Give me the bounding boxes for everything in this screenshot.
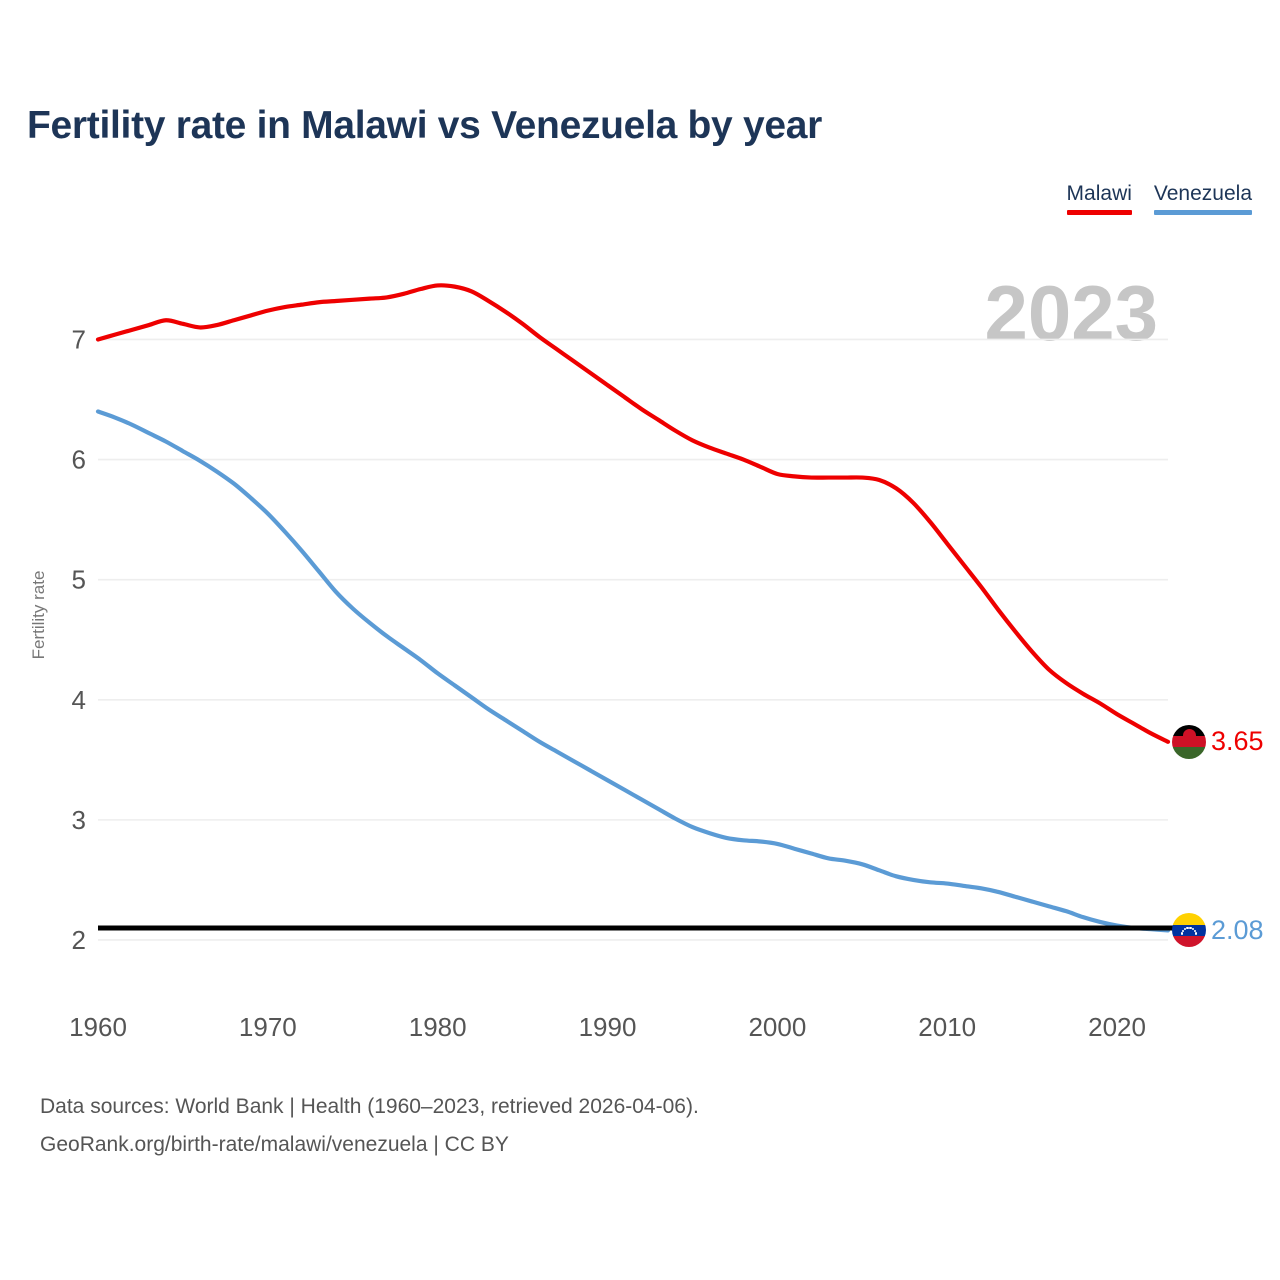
- flag-band-yellow: [1172, 913, 1206, 925]
- star-icon: [1181, 929, 1185, 933]
- endpoint-label-malawi: 3.65: [1172, 724, 1264, 759]
- footer-line-sources: Data sources: World Bank | Health (1960–…: [40, 1095, 699, 1118]
- rising-sun-icon: [1182, 729, 1196, 736]
- y-axis-tick-label: 7: [72, 324, 86, 354]
- footer-line-url: GeoRank.org/birth-rate/malawi/venezuela …: [40, 1133, 509, 1156]
- y-axis-tick-label: 3: [72, 805, 86, 835]
- legend-color-swatch-venezuela: [1153, 210, 1252, 215]
- page-title: Fertility rate in Malawi vs Venezuela by…: [27, 104, 823, 147]
- venezuela-flag-icon: [1172, 913, 1206, 948]
- star-icon: [1193, 929, 1197, 933]
- star-icon: [1194, 932, 1198, 935]
- endpoint-label-venezuela: 2.08: [1172, 913, 1264, 948]
- x-axis-tick-labels: 1960 1970 1980 1990 2000 2010 2020: [69, 1012, 1146, 1042]
- legend-label-malawi: Malawi: [1066, 182, 1132, 205]
- x-axis-tick-label: 2010: [918, 1012, 976, 1042]
- legend-color-swatch-malawi: [1066, 210, 1132, 215]
- star-arc-icon: [1172, 913, 1206, 947]
- series-line-venezuela: [95, 409, 1171, 933]
- legend-item-venezuela[interactable]: Venezuela: [1153, 182, 1252, 215]
- malawi-flag-icon: [1172, 724, 1206, 759]
- star-icon: [1189, 926, 1192, 930]
- x-axis-tick-label: 1990: [579, 1012, 637, 1042]
- x-axis-tick-label: 1960: [69, 1012, 127, 1042]
- star-icon: [1191, 927, 1195, 931]
- y-axis-title: Fertility rate: [29, 571, 48, 660]
- footer-attribution: Data sources: World Bank | Health (1960–…: [40, 1088, 699, 1164]
- endpoint-value-venezuela: 2.08: [1211, 914, 1264, 945]
- series-line-malawi: [95, 283, 1171, 744]
- legend-label-venezuela: Venezuela: [1153, 182, 1252, 205]
- flag-band-blue: [1172, 924, 1206, 937]
- y-axis-tick-label: 2: [72, 925, 86, 955]
- star-icon: [1186, 926, 1189, 930]
- legend: Malawi Venezuela: [1066, 182, 1252, 215]
- y-axis-tick-label: 6: [72, 445, 86, 475]
- endpoint-value-malawi: 3.65: [1211, 726, 1264, 757]
- star-icon: [1183, 927, 1187, 931]
- x-axis-tick-label: 1980: [409, 1012, 467, 1042]
- flag-band-red: [1172, 936, 1206, 948]
- flag-band-red: [1172, 736, 1206, 748]
- series-lines: [95, 283, 1171, 933]
- star-icon: [1180, 932, 1184, 935]
- y-axis-tick-labels: 2 3 4 5 6 7: [72, 324, 86, 955]
- flag-band-green: [1172, 747, 1206, 759]
- gridlines: [98, 338, 1168, 941]
- x-axis-tick-label: 1970: [239, 1012, 297, 1042]
- y-axis-tick-label: 4: [72, 685, 86, 715]
- legend-item-malawi[interactable]: Malawi: [1066, 182, 1132, 215]
- x-axis-tick-label: 2000: [748, 1012, 806, 1042]
- y-axis-tick-label: 5: [72, 565, 86, 595]
- x-axis-tick-label: 2020: [1088, 1012, 1146, 1042]
